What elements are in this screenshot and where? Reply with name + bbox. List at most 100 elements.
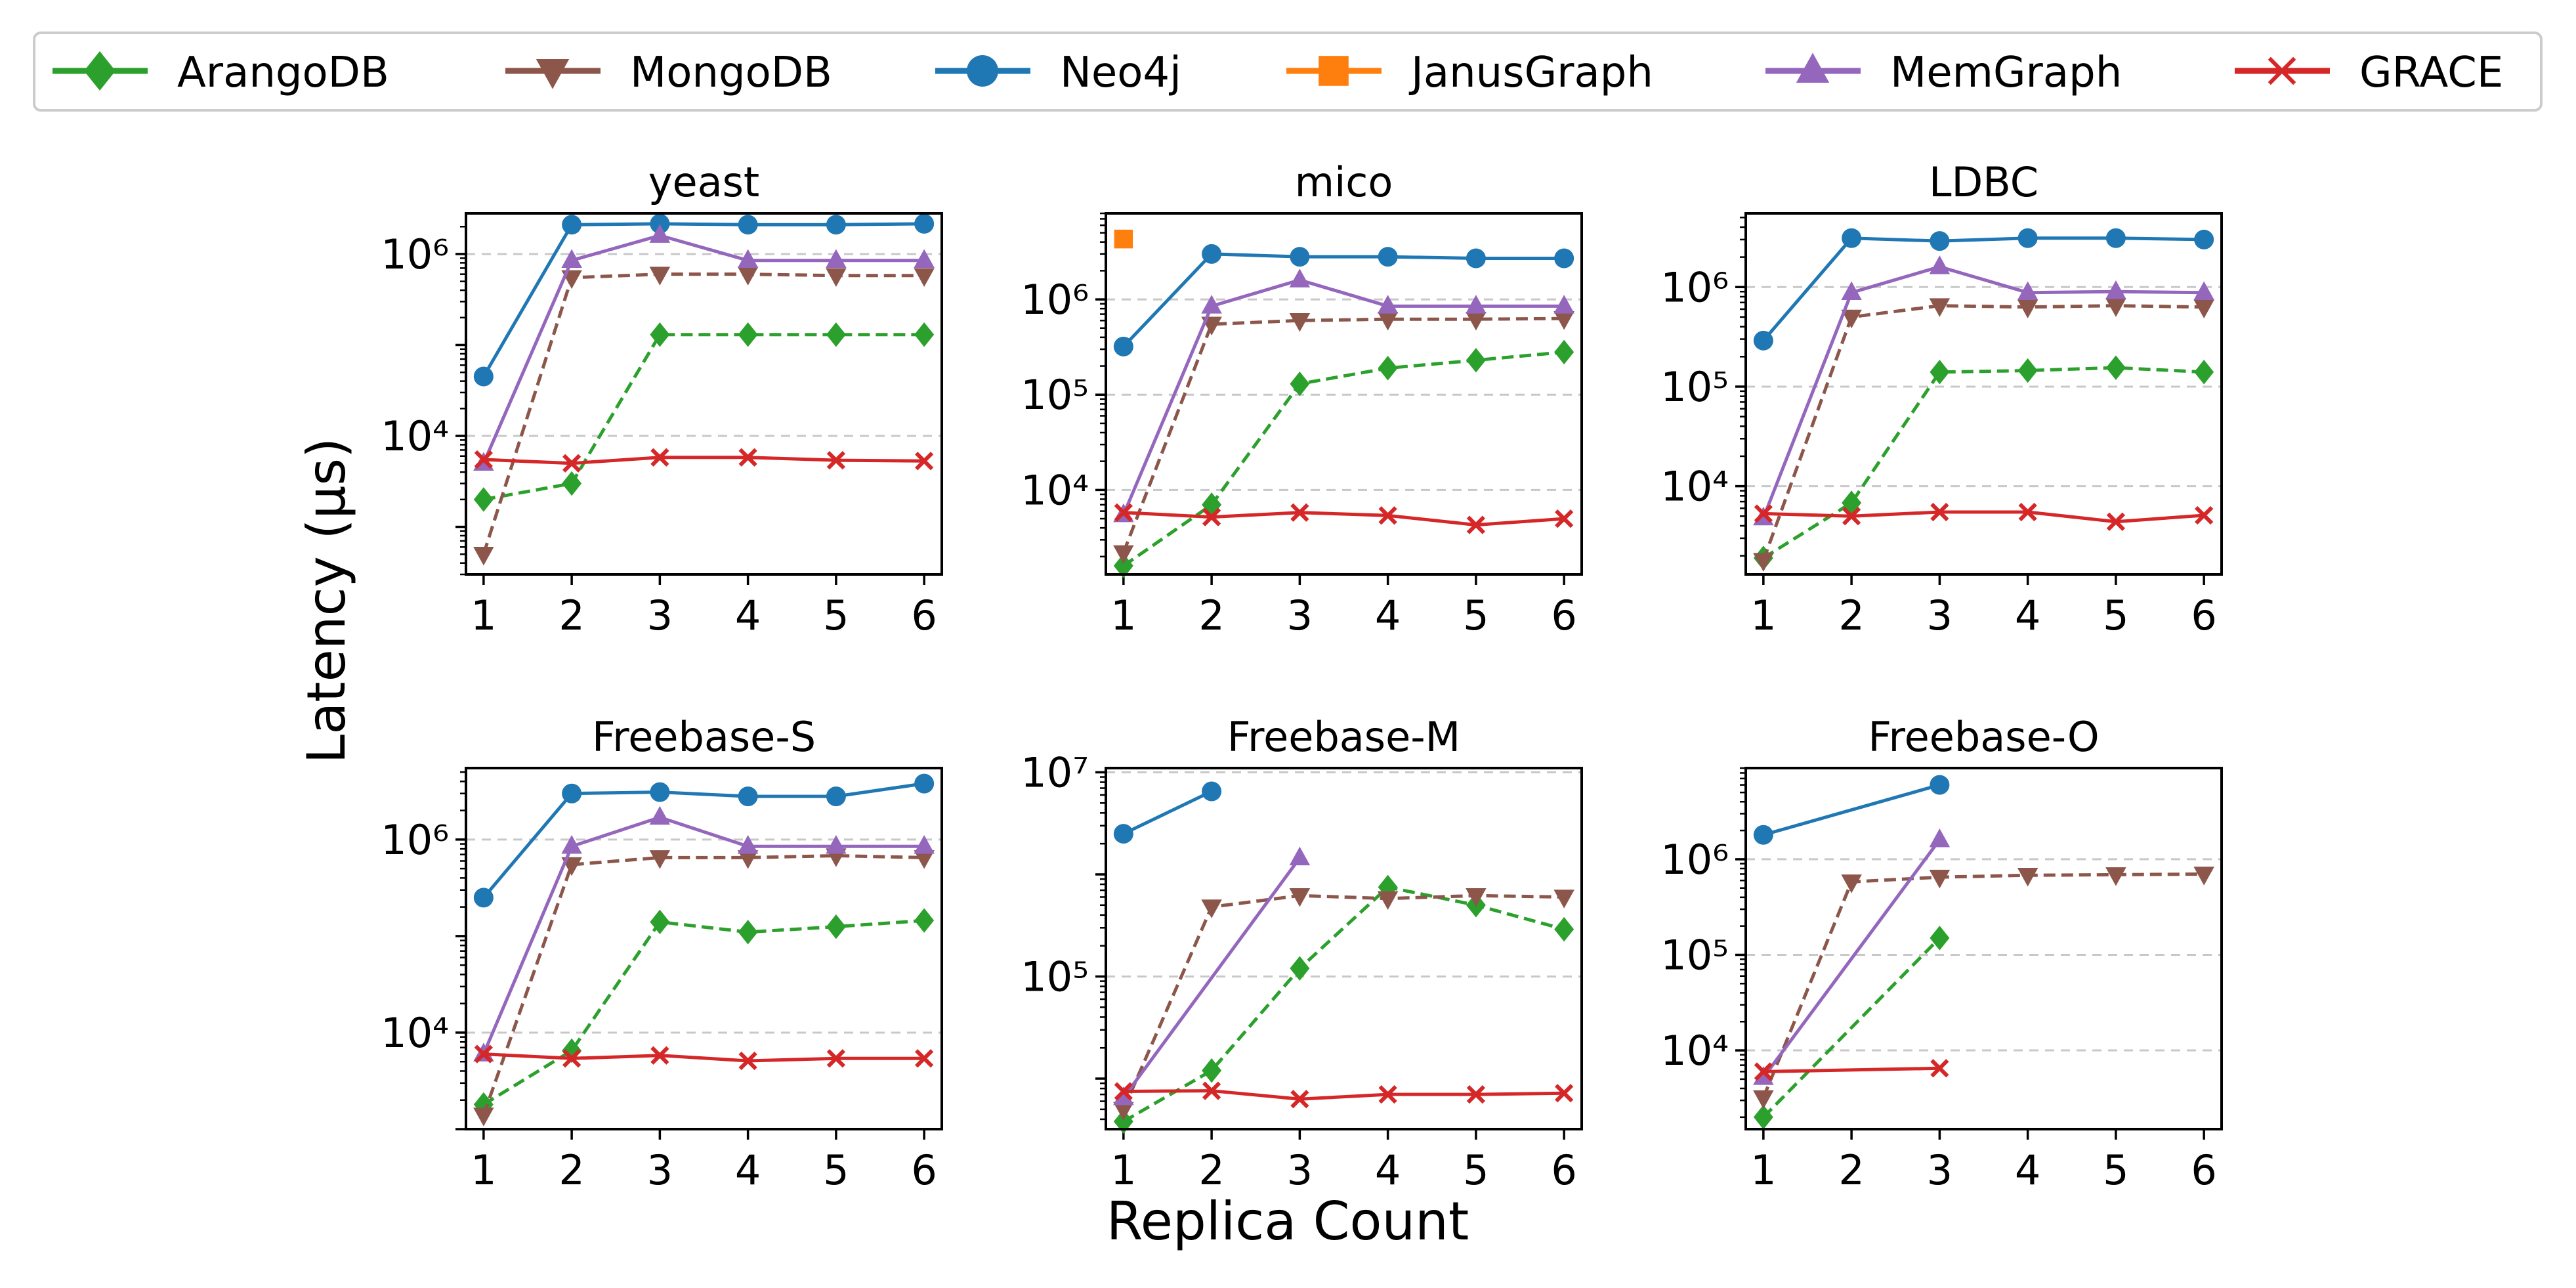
x-tick-label: 6 <box>2191 1146 2216 1194</box>
subplot-ldbc: 10⁴ 10⁵ 10⁶ 1 2 3 4 5 6 LDBC <box>1660 158 2223 639</box>
series-line-neo4j <box>482 222 925 377</box>
data-point-mongodb <box>1929 869 1951 889</box>
x-tick-label: 3 <box>1287 1146 1313 1194</box>
data-point-mongodb <box>473 547 494 566</box>
data-point-arangodb <box>1202 1058 1222 1083</box>
data-point-neo4j <box>1753 330 1773 351</box>
x-tick-label: 6 <box>911 1146 937 1194</box>
data-point-mongodb <box>737 850 759 869</box>
data-point-mongodb <box>1753 553 1774 572</box>
x-tick-label: 1 <box>471 591 496 639</box>
x-tick-label: 4 <box>1375 591 1401 639</box>
data-point-arangodb <box>2194 360 2214 385</box>
series-line-mongodb <box>1122 316 1565 553</box>
data-point-neo4j <box>473 366 494 387</box>
series-line-memgraph <box>1762 838 1941 1079</box>
legend-marker-neo4j <box>967 55 998 87</box>
series-line-grace <box>1123 1089 1565 1101</box>
data-point-neo4j <box>562 783 582 804</box>
data-point-memgraph <box>561 834 582 854</box>
data-point-neo4j <box>1930 775 1950 795</box>
data-point-neo4j <box>1466 248 1486 268</box>
data-point-mongodb <box>914 268 935 287</box>
x-tick-label: 5 <box>1463 1146 1489 1194</box>
data-point-grace <box>1290 1090 1309 1109</box>
legend-marker-mongodb <box>536 59 570 89</box>
series-neo4j <box>473 213 935 387</box>
x-tick-label: 2 <box>559 1146 584 1194</box>
legend-entry-arangodb: ArangoDB <box>53 49 389 97</box>
data-point-arangodb <box>1113 1109 1133 1134</box>
y-tick-label: 10⁶ <box>1660 263 1729 311</box>
series-grace <box>1754 502 2214 531</box>
x-tick-label: 2 <box>1198 591 1224 639</box>
series-line-arangodb <box>1122 885 1565 1123</box>
data-point-memgraph <box>2105 280 2126 299</box>
series-grace <box>1114 1081 1574 1109</box>
data-point-mongodb <box>473 1107 494 1127</box>
y-tick-label: 10⁶ <box>1021 276 1089 324</box>
x-tick-label: 6 <box>911 591 937 639</box>
data-point-arangodb <box>1930 360 1950 385</box>
data-point-grace <box>1930 502 1949 522</box>
data-point-neo4j <box>1113 824 1133 844</box>
x-tick-label: 2 <box>1198 1146 1224 1194</box>
data-point-arangodb <box>1378 356 1398 381</box>
axes-frame <box>1105 212 1583 576</box>
data-point-grace <box>1466 1085 1486 1104</box>
data-point-arangodb <box>2105 355 2126 380</box>
data-point-grace <box>1466 515 1486 534</box>
legend-label-neo4j: Neo4j <box>1060 49 1181 97</box>
data-point-neo4j <box>1930 231 1950 251</box>
y-tick-label: 10⁵ <box>1021 371 1089 419</box>
data-point-mongodb <box>2017 299 2038 318</box>
y-tick-label: 10⁴ <box>1660 1027 1729 1075</box>
data-point-neo4j <box>1113 336 1133 356</box>
series-janusgraph <box>1114 229 1133 249</box>
data-point-grace <box>1754 504 1773 523</box>
series-neo4j <box>1113 244 1574 356</box>
data-point-mongodb <box>1377 311 1399 331</box>
data-point-arangodb <box>914 322 935 347</box>
data-point-neo4j <box>650 782 670 802</box>
series-mongodb <box>1753 867 2214 1109</box>
y-tick-label: 10⁴ <box>381 1009 449 1057</box>
data-point-arangodb <box>1554 339 1574 365</box>
data-point-grace <box>650 448 669 467</box>
series-line-mongodb <box>1762 872 2205 1099</box>
data-point-memgraph <box>737 249 759 268</box>
data-point-grace <box>1202 507 1221 526</box>
data-point-mongodb <box>1201 899 1222 918</box>
subplot-yeast: 10⁴ 10⁶ 1 2 3 4 5 6 yeast <box>381 158 943 639</box>
axes-frame <box>465 767 943 1130</box>
data-point-grace <box>2018 502 2037 522</box>
data-point-neo4j <box>2017 228 2038 248</box>
data-point-neo4j <box>473 888 494 908</box>
x-tick-label: 4 <box>2015 591 2040 639</box>
figure-xlabel: Replica Count <box>1107 1191 1469 1252</box>
data-point-grace <box>1202 1081 1221 1100</box>
data-point-grace <box>474 1044 493 1063</box>
data-point-mongodb <box>737 267 759 286</box>
x-tick-label: 1 <box>1110 1146 1136 1194</box>
data-point-arangodb <box>1753 1105 1773 1130</box>
legend-label-janusgraph: JanusGraph <box>1408 49 1653 97</box>
data-point-mongodb <box>1113 545 1134 565</box>
data-point-memgraph <box>1929 255 1951 274</box>
subplot-title: Freebase-S <box>592 713 816 761</box>
series-grace <box>1114 503 1574 534</box>
data-point-grace <box>1114 503 1133 522</box>
series-arangodb <box>473 322 935 512</box>
data-point-mongodb <box>1377 891 1399 911</box>
data-point-mongodb <box>649 267 671 286</box>
y-tick-label: 10⁴ <box>381 412 449 460</box>
data-point-neo4j <box>562 215 582 235</box>
data-point-arangodb <box>562 471 582 496</box>
data-point-arangodb <box>826 322 846 347</box>
data-point-grace <box>1754 1062 1773 1081</box>
data-point-neo4j <box>1202 781 1222 802</box>
x-tick-label: 2 <box>1838 591 1864 639</box>
data-point-memgraph <box>914 834 935 854</box>
data-point-grace <box>2106 512 2126 531</box>
x-tick-label: 4 <box>2015 1146 2040 1194</box>
